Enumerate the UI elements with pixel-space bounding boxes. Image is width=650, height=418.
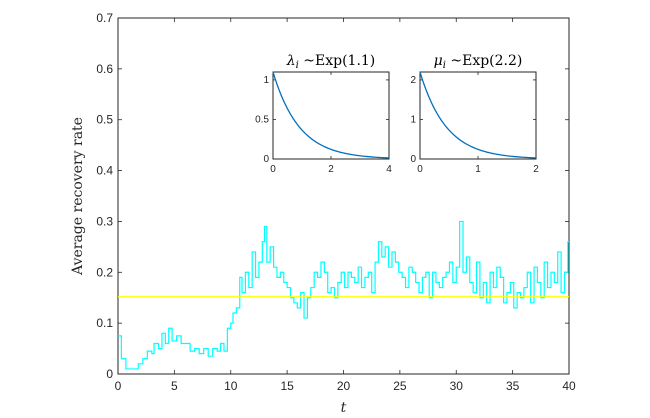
title-distribution: ~Exp(1.1) bbox=[299, 53, 375, 69]
title-distribution: ~Exp(2.2) bbox=[446, 53, 522, 69]
y-tick-label: 0 bbox=[263, 154, 269, 165]
inset-title: λi ~Exp(1.1) bbox=[286, 53, 376, 71]
x-tick-label: 0 bbox=[115, 379, 122, 393]
x-tick-label: 35 bbox=[506, 379, 520, 393]
title-variable: λ bbox=[286, 53, 296, 69]
y-tick-label: 0.4 bbox=[96, 164, 113, 178]
title-subscript: i bbox=[296, 60, 299, 71]
y-tick-label: 0 bbox=[410, 154, 416, 165]
x-tick-label: 15 bbox=[280, 379, 294, 393]
y-tick-label: 0.7 bbox=[96, 11, 113, 25]
y-tick-label: 0.5 bbox=[96, 113, 113, 127]
x-tick-label: 25 bbox=[393, 379, 407, 393]
x-tick-label: 20 bbox=[337, 379, 351, 393]
title-subscript: i bbox=[443, 60, 446, 71]
x-tick-label: 40 bbox=[562, 379, 576, 393]
axes-box bbox=[272, 71, 390, 160]
x-tick-label: 2 bbox=[328, 164, 334, 175]
density-curve bbox=[272, 71, 390, 159]
y-axis-label: Average recovery rate bbox=[70, 117, 86, 276]
y-tick-label: 0.3 bbox=[96, 214, 113, 228]
x-tick-label: 4 bbox=[386, 164, 392, 175]
title-variable: μ bbox=[434, 53, 443, 69]
inset-lambda-plot: 0 2 4 0 0.5 1 λi ~Exp(1.1) bbox=[255, 53, 392, 175]
y-tick-label: 1 bbox=[263, 75, 269, 86]
x-tick-label: 0 bbox=[270, 164, 276, 175]
axes-box bbox=[117, 17, 570, 375]
y-tick-label: 0.5 bbox=[255, 114, 269, 125]
x-tick-label: 0 bbox=[417, 164, 423, 175]
recovery-rate-series-line bbox=[118, 220, 569, 370]
x-tick-label: 10 bbox=[224, 379, 238, 393]
axes-box bbox=[419, 71, 537, 160]
x-tick-label: 30 bbox=[450, 379, 464, 393]
inset-mu-plot: 0 1 2 0 1 2 μi ~Exp(2.2) bbox=[410, 53, 539, 175]
x-tick-label: 2 bbox=[533, 164, 539, 175]
y-tick-label: 0.2 bbox=[96, 265, 113, 279]
y-tick-label: 1 bbox=[410, 114, 416, 125]
inset-title: μi ~Exp(2.2) bbox=[434, 53, 523, 71]
y-tick-label: 0 bbox=[106, 367, 113, 381]
density-curve bbox=[419, 71, 537, 159]
y-tick-label: 0.6 bbox=[96, 62, 113, 76]
y-tick-label: 0.1 bbox=[96, 316, 113, 330]
x-tick-label: 1 bbox=[475, 164, 481, 175]
y-tick-label: 2 bbox=[410, 75, 416, 86]
x-tick-label: 5 bbox=[171, 379, 178, 393]
x-axis-label: t bbox=[341, 400, 347, 416]
